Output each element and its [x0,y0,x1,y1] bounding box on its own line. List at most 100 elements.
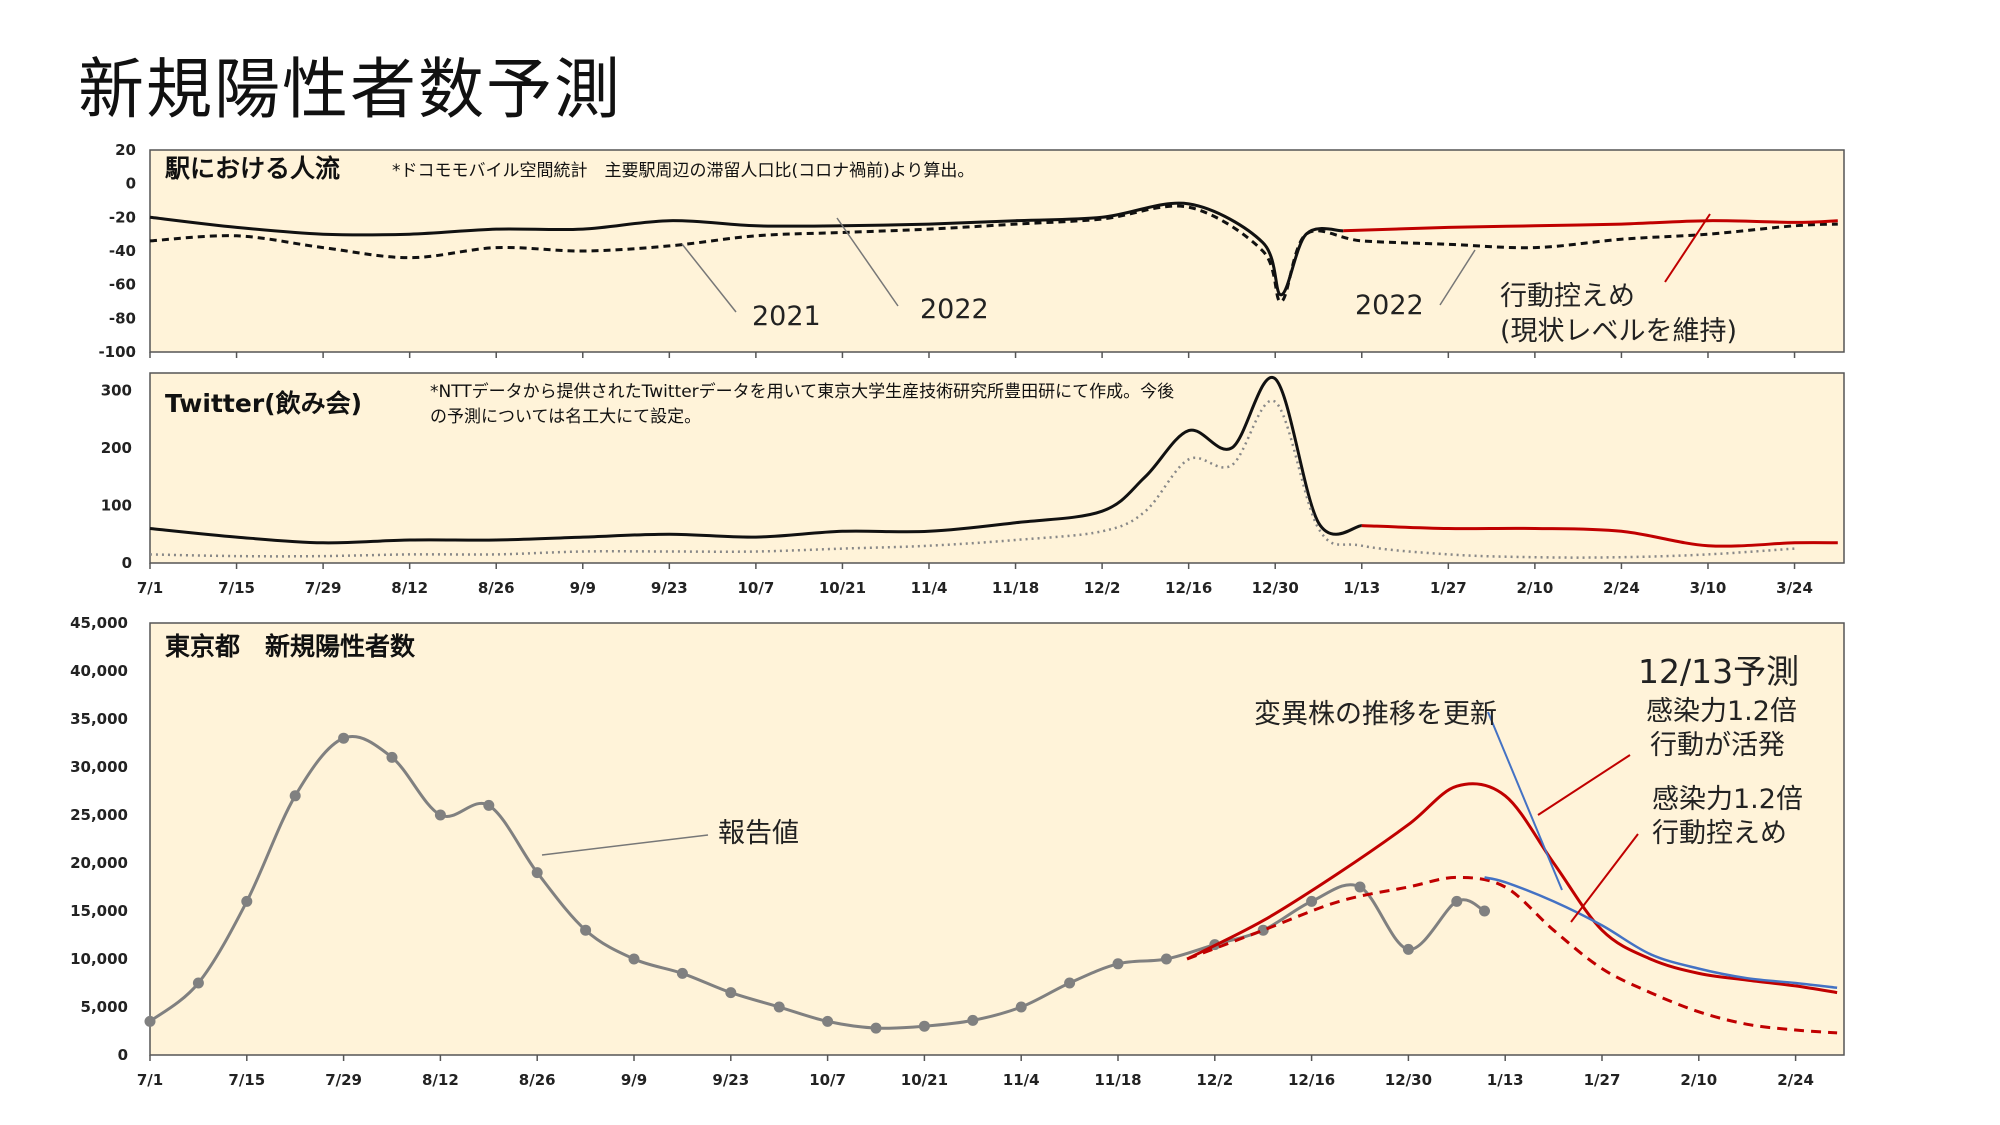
cases-y-tick: 5,000 [81,998,128,1016]
cases-y-tick: 45,000 [70,614,128,632]
cases-x-tick: 1/27 [1584,1071,1621,1089]
twitter-x-tick: 8/26 [478,579,515,597]
mobility-leader-2021 [681,243,737,313]
twitter-plot-area [149,372,1845,564]
cases-x-tick: 12/2 [1196,1071,1233,1089]
mobility-y-tick: 0 [126,175,136,193]
cases-series-line-2 [1186,875,1838,1035]
twitter-y-axis: 300 200 100 0 [101,381,132,572]
mobility-note: *ドコモモバイル空間統計 主要駅周辺の滞留人口比(コロナ禍前)より算出。 [392,161,974,181]
cases-y-tick: 30,000 [70,758,128,776]
twitter-x-tick: 7/1 [137,579,163,597]
mobility-y-tick: -60 [109,276,136,294]
twitter-x-tick: 11/4 [911,579,948,597]
cases-label-active-2: 行動が活発 [1650,730,1785,761]
cases-title: 東京都 新規陽性者数 [165,632,416,661]
cases-y-axis: 45,000 40,000 35,000 30,000 25,000 20,000 15,0… [70,614,128,1064]
twitter-title: Twitter(飲み会) [165,389,362,418]
twitter-x-tick: 3/24 [1776,579,1813,597]
twitter-y-tick: 0 [122,554,132,572]
cases-x-tick: 12/16 [1288,1071,1335,1089]
cases-x-tick: 1/13 [1487,1071,1524,1089]
cases-label-active-1: 感染力1.2倍 [1646,696,1797,727]
cases-x-tick: 7/1 [137,1071,163,1089]
cases-leader-restrained [1570,833,1639,923]
twitter-note-line1: *NTTデータから提供されたTwitterデータを用いて東京大学生産技術研究所豊… [430,381,1174,402]
twitter-x-tick: 12/30 [1252,579,1299,597]
twitter-x-tick: 2/10 [1516,579,1553,597]
twitter-x-tick: 7/15 [218,579,255,597]
twitter-chart: Twitter(飲み会) *NTTデータから提供されたTwitterデータを用い… [101,372,1845,597]
cases-label-restrained-1: 感染力1.2倍 [1652,784,1803,815]
mobility-leader-2022b [1439,249,1476,306]
mobility-title: 駅における人流 [165,154,340,183]
twitter-note-line2: の予測については名工大にて設定。 [430,407,701,427]
twitter-x-tick: 1/13 [1343,579,1380,597]
mobility-series-line-0 [149,204,1838,303]
mobility-label-forecast-2: (現状レベルを維持) [1500,316,1737,347]
cases-series-line-3 [1484,876,1838,990]
cases-x-tick: 9/23 [712,1071,749,1089]
cases-x-tick: 11/18 [1094,1071,1141,1089]
twitter-x-tick: 11/18 [992,579,1039,597]
cases-plot-area [149,622,1845,1056]
cases-y-tick: 15,000 [70,902,128,920]
cases-y-tick: 35,000 [70,710,128,728]
cases-label-restrained-2: 行動控えめ [1652,818,1787,849]
cases-label-reported: 報告値 [718,818,799,849]
cases-y-tick: 0 [118,1046,128,1064]
mobility-series [149,201,1838,303]
twitter-x-tick: 1/27 [1430,579,1467,597]
cases-x-tick: 2/24 [1777,1071,1814,1089]
cases-y-tick: 25,000 [70,806,128,824]
mobility-y-tick: -80 [109,309,136,327]
cases-x-tick: 12/30 [1385,1071,1432,1089]
twitter-x-tick: 12/16 [1165,579,1212,597]
cases-leader-variant [1487,711,1563,891]
cases-leader-reported [541,834,709,856]
twitter-x-tick: 9/9 [570,579,596,597]
cases-x-tick: 2/10 [1680,1071,1717,1089]
mobility-leader-2022 [836,217,899,307]
mobility-y-axis: 20 0 -20 -40 -60 -80 -100 [98,141,136,361]
twitter-x-tick: 3/10 [1690,579,1727,597]
mobility-label-2022b: 2022 [1355,290,1424,321]
cases-series-line-1 [1186,782,1838,995]
twitter-series [149,375,1838,559]
cases-series [144,732,1838,1035]
mobility-y-tick: -20 [109,208,136,226]
twitter-y-tick: 300 [101,381,132,399]
cases-chart: 東京都 新規陽性者数 45,000 40,000 35,000 30,000 25,00… [70,614,1845,1089]
page-title: 新規陽性者数予測 [78,51,622,128]
mobility-leader-forecast [1664,213,1711,283]
mobility-series-line-1 [149,201,1344,297]
cases-x-tick: 10/21 [901,1071,948,1089]
twitter-x-tick: 9/23 [651,579,688,597]
twitter-x-tick: 12/2 [1084,579,1121,597]
mobility-y-tick: -100 [98,343,136,361]
cases-x-tick: 8/26 [519,1071,556,1089]
twitter-x-tick: 10/7 [737,579,774,597]
twitter-y-tick: 200 [101,439,132,457]
cases-x-tick: 10/7 [809,1071,846,1089]
mobility-y-tick: 20 [115,141,136,159]
twitter-x-tick: 7/29 [305,579,342,597]
mobility-label-2021: 2021 [752,301,821,332]
mobility-series-line-2 [1343,219,1838,233]
mobility-plot-area [149,149,1845,353]
mobility-label-2022: 2022 [920,294,989,325]
cases-x-tick: 9/9 [621,1071,647,1089]
cases-y-tick: 20,000 [70,854,128,872]
cases-x-tick: 11/4 [1003,1071,1040,1089]
cases-label-forecast-date: 12/13予測 [1638,652,1799,691]
cases-x-axis: 7/1 7/15 7/29 8/12 8/26 9/9 9/23 10/7 10/21 11/4 1… [137,1055,1814,1089]
twitter-x-tick: 10/21 [819,579,866,597]
cases-y-tick: 10,000 [70,950,128,968]
mobility-x-ticks [149,352,1796,358]
mobility-chart: 駅における人流 *ドコモモバイル空間統計 主要駅周辺の滞留人口比(コロナ禍前)よ… [98,141,1845,361]
cases-label-variant: 変異株の推移を更新 [1254,699,1497,730]
mobility-label-forecast-1: 行動控えめ [1500,281,1635,312]
twitter-series-line-2 [1361,524,1838,548]
